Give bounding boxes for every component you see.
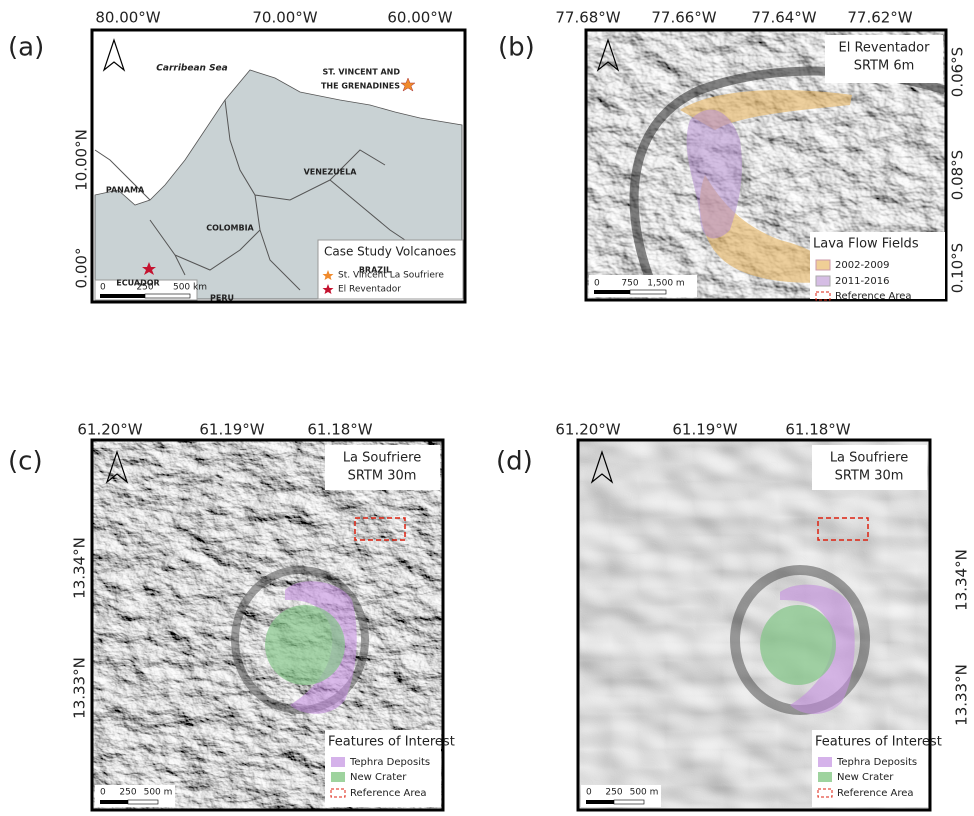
legend-swatch: [816, 260, 830, 270]
lon-label: 80.00°W: [95, 9, 160, 27]
place-label: COLOMBIA: [206, 224, 254, 233]
legend-swatch: [818, 757, 832, 767]
lat-label: 0.08°S: [949, 150, 967, 200]
figure: (a) (b) (c) (d) 80.00°W 70.00°W 60.00°W 77.68°W…: [0, 0, 974, 816]
lat-label: 13.33°N: [71, 657, 89, 719]
map-title: La Soufriere: [830, 451, 908, 466]
panel-c: [92, 440, 443, 810]
panel-label: (c): [8, 447, 43, 477]
scale-bar: [128, 800, 158, 804]
page: (a) (b) (c) (d) 80.00°W 70.00°W 60.00°W 77.68°W…: [0, 0, 974, 816]
scale-bar: [100, 800, 128, 804]
scale-bar: [614, 800, 644, 804]
lat-label: 13.33°N: [953, 664, 971, 726]
lat-label: 0.06°S: [949, 47, 967, 97]
place-label: Carribean Sea: [156, 64, 227, 74]
map-title: SRTM 30m: [835, 469, 904, 484]
map-title: La Soufriere: [343, 451, 421, 466]
scale-bar: [100, 294, 145, 298]
scale-bar: [586, 800, 614, 804]
lat-label: 13.34°N: [71, 537, 89, 599]
map-title: El Reventador: [839, 41, 931, 56]
lon-label: 61.18°W: [785, 421, 850, 439]
lat-label: 0.10°S: [949, 243, 967, 293]
lon-label: 70.00°W: [252, 9, 317, 27]
legend-title: Case Study Volcanoes: [324, 245, 456, 259]
new-crater: [760, 605, 836, 685]
place-label: ST. VINCENT AND: [323, 68, 401, 77]
legend-item: El Reventador: [338, 285, 401, 295]
legend-item: Tephra Deposits: [836, 757, 917, 768]
scale-label: 0: [586, 788, 592, 798]
panel-a: [92, 30, 465, 302]
new-crater: [265, 605, 345, 685]
panel-label: (b): [498, 33, 535, 63]
map-title: SRTM 6m: [854, 59, 915, 74]
panel-label: (a): [8, 33, 44, 63]
legend-item: New Crater: [350, 772, 407, 783]
lat-label: 13.34°N: [953, 549, 971, 611]
scale-label: 250: [119, 788, 136, 798]
legend-item: Reference Area: [350, 788, 427, 799]
lon-label: 61.19°W: [672, 421, 737, 439]
panel-d: [578, 440, 930, 810]
lat-label: 10.00°N: [73, 129, 91, 191]
lon-label: 77.62°W: [847, 9, 912, 27]
scale-label: 0: [594, 279, 600, 289]
scale-bar: [145, 294, 190, 298]
scale-label: 500 m: [144, 788, 173, 798]
place-label: THE GRENADINES: [321, 82, 400, 91]
panel-label: (d): [496, 447, 533, 477]
legend-item: Tephra Deposits: [349, 757, 430, 768]
legend-item: New Crater: [837, 772, 894, 783]
legend-swatch: [816, 276, 830, 286]
scale-label: 0: [100, 788, 106, 798]
place-label: PANAMA: [106, 186, 145, 195]
scale-label: 250: [605, 788, 622, 798]
legend-title: Lava Flow Fields: [813, 237, 919, 252]
place-label: PERU: [210, 294, 234, 303]
legend-title: Features of Interest: [328, 735, 455, 750]
place-label: VENEZUELA: [304, 168, 358, 177]
lon-label: 77.64°W: [751, 9, 816, 27]
lon-label: 61.18°W: [307, 421, 372, 439]
scale-label: 0: [100, 283, 106, 293]
scale-bar: [630, 290, 666, 294]
legend-item: 2002-2009: [835, 260, 890, 271]
scale-label: 750: [621, 279, 638, 289]
scale-label: 500 km: [173, 283, 207, 293]
scale-label: 500 m: [630, 788, 659, 798]
lon-label: 77.68°W: [555, 9, 620, 27]
legend-item: Reference Area: [835, 291, 912, 302]
map-title: SRTM 30m: [348, 469, 417, 484]
lon-label: 60.00°W: [387, 9, 452, 27]
legend-swatch: [331, 772, 345, 782]
scale-label: 1,500 m: [647, 279, 684, 289]
lat-label: 0.00°: [73, 248, 91, 289]
legend-title: Features of Interest: [815, 735, 942, 750]
scale-bar: [594, 290, 630, 294]
legend-item: 2011-2016: [835, 276, 890, 287]
scale-label: 250: [136, 283, 153, 293]
lon-label: 61.20°W: [555, 421, 620, 439]
legend-item: St. Vincent La Soufriere: [338, 271, 444, 281]
legend-swatch: [331, 757, 345, 767]
legend-swatch: [818, 772, 832, 782]
legend-item: Reference Area: [837, 788, 914, 799]
lon-label: 77.66°W: [651, 9, 716, 27]
lon-label: 61.19°W: [199, 421, 264, 439]
lon-label: 61.20°W: [77, 421, 142, 439]
